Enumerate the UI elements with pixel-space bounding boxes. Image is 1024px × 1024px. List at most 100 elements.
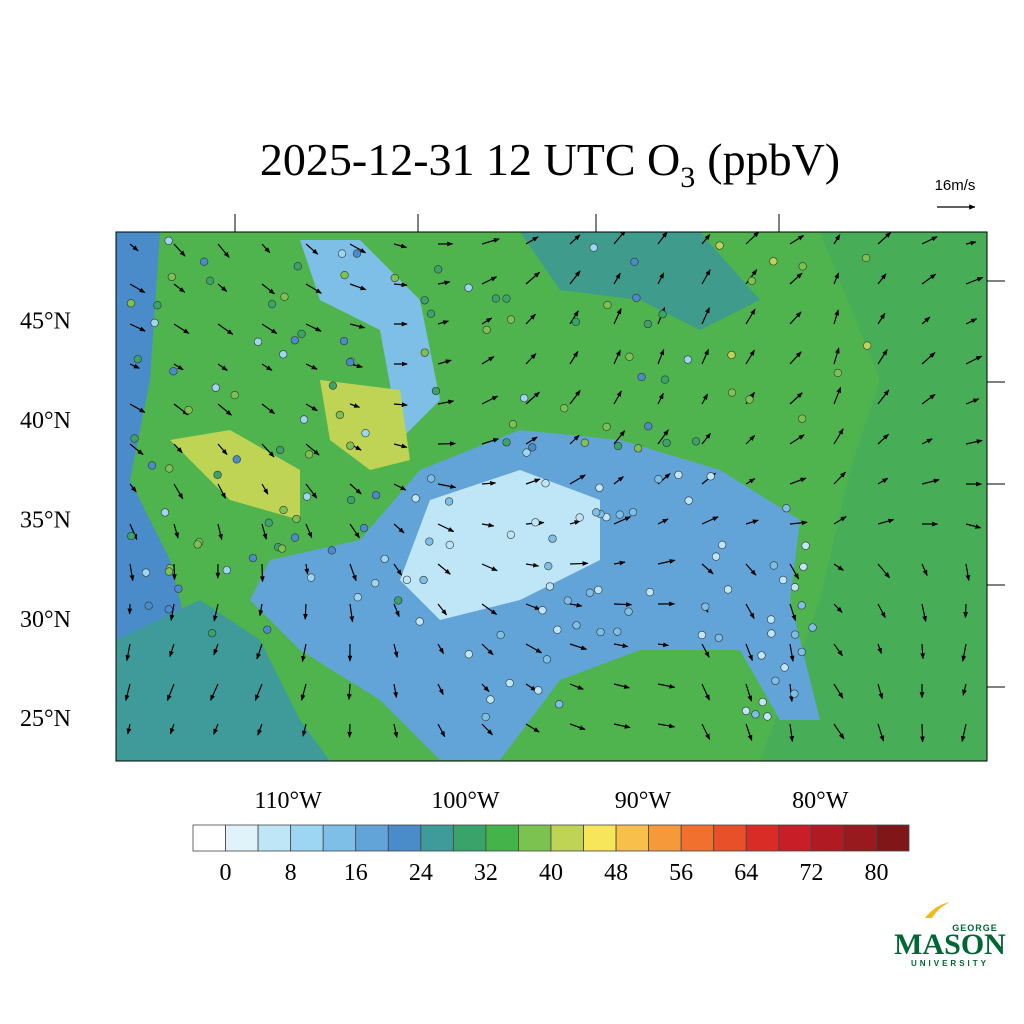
site-marker	[613, 441, 623, 451]
wind-arrow	[745, 683, 753, 702]
wind-arrow	[125, 643, 131, 662]
wind-arrow	[569, 270, 581, 285]
wind-arrow	[129, 443, 144, 456]
site-marker	[662, 438, 671, 448]
site-marker	[790, 689, 799, 698]
wind-arrow	[261, 443, 275, 458]
wind-arrow	[833, 309, 840, 325]
wind-arrow	[256, 643, 263, 660]
wind-arrow	[525, 236, 539, 245]
colorbar-box	[550, 824, 584, 852]
site-marker	[555, 700, 564, 709]
site-marker	[589, 243, 598, 252]
wind-arrow	[701, 307, 710, 325]
title-subscript: 3	[680, 161, 695, 194]
wind-arrow	[833, 428, 844, 445]
site-marker	[327, 546, 336, 555]
wind-arrow	[965, 355, 983, 365]
wind-arrow	[657, 642, 670, 648]
wind-arrow	[701, 563, 714, 575]
wind-arrow	[261, 363, 273, 371]
site-marker	[522, 448, 531, 457]
wind-arrow	[965, 276, 984, 285]
site-marker	[293, 262, 302, 271]
wind-arrow	[393, 683, 398, 699]
site-marker	[160, 508, 170, 517]
wind-arrow	[613, 430, 626, 445]
site-marker	[644, 422, 653, 431]
wind-arrow	[481, 603, 498, 615]
wind-arrow	[921, 603, 927, 623]
wind-arrow	[481, 563, 498, 572]
y-tick-label: 30°N	[20, 607, 71, 633]
site-marker	[394, 596, 403, 605]
site-marker	[632, 293, 641, 302]
wind-arrow	[833, 683, 844, 699]
wind-arrow	[481, 723, 493, 736]
wind-arrow	[349, 563, 357, 582]
site-marker	[545, 582, 554, 591]
wind-arrow	[569, 389, 581, 405]
wind-arrow	[129, 403, 146, 413]
site-marker	[353, 593, 362, 602]
site-marker	[299, 415, 309, 424]
site-marker	[541, 479, 550, 488]
site-marker	[464, 650, 473, 659]
wind-arrow	[129, 243, 139, 252]
site-marker	[144, 601, 153, 610]
wind-arrow	[613, 232, 626, 245]
wind-arrow	[437, 399, 455, 405]
wind-arrow	[217, 283, 228, 292]
site-marker	[444, 497, 454, 506]
wind-arrow	[437, 523, 455, 533]
colorbar-box	[680, 824, 715, 852]
wind-arrow	[833, 234, 841, 245]
site-marker	[371, 579, 380, 588]
site-marker	[714, 633, 723, 642]
west-coast-region	[116, 232, 190, 660]
site-marker	[624, 607, 633, 616]
wind-arrow	[569, 350, 579, 365]
colorbar-box	[225, 824, 259, 852]
site-marker	[602, 422, 611, 431]
site-marker	[643, 319, 652, 329]
site-marker	[528, 443, 537, 452]
wind-arrow	[965, 398, 980, 405]
wind-arrow	[437, 563, 451, 575]
site-marker	[553, 625, 562, 634]
site-marker	[339, 336, 349, 346]
wind-arrow	[129, 483, 137, 493]
site-marker	[337, 249, 347, 258]
wind-arrow	[701, 683, 710, 701]
wind-arrow	[261, 283, 275, 295]
wind-arrow	[217, 403, 232, 416]
wind-arrow	[613, 723, 631, 729]
site-marker	[130, 434, 139, 443]
site-marker	[280, 292, 289, 301]
wind-arrow	[254, 683, 263, 701]
site-marker	[361, 429, 370, 438]
site-marker	[727, 350, 736, 360]
wind-arrow	[789, 351, 802, 365]
wind-arrow	[393, 282, 408, 288]
wind-arrow	[261, 243, 271, 254]
colorbar-box	[355, 824, 389, 852]
colorbar-label: 56	[669, 860, 693, 886]
wind-arrow	[921, 393, 936, 405]
colorbar-label: 40	[539, 860, 563, 886]
blue-region	[250, 430, 820, 760]
wind-arrow	[217, 243, 230, 258]
logo-swoosh	[925, 902, 950, 918]
wind-arrow	[657, 429, 669, 445]
site-marker	[482, 325, 491, 334]
wind-arrow	[569, 602, 583, 608]
wind-arrow	[877, 273, 887, 285]
site-marker	[862, 253, 871, 263]
wind-arrow	[481, 238, 500, 245]
colorbar-box	[257, 824, 292, 852]
site-marker	[419, 575, 428, 585]
site-marker	[637, 372, 646, 382]
site-marker	[808, 623, 817, 632]
colorbar-box	[322, 824, 357, 852]
wind-arrow	[569, 474, 586, 485]
